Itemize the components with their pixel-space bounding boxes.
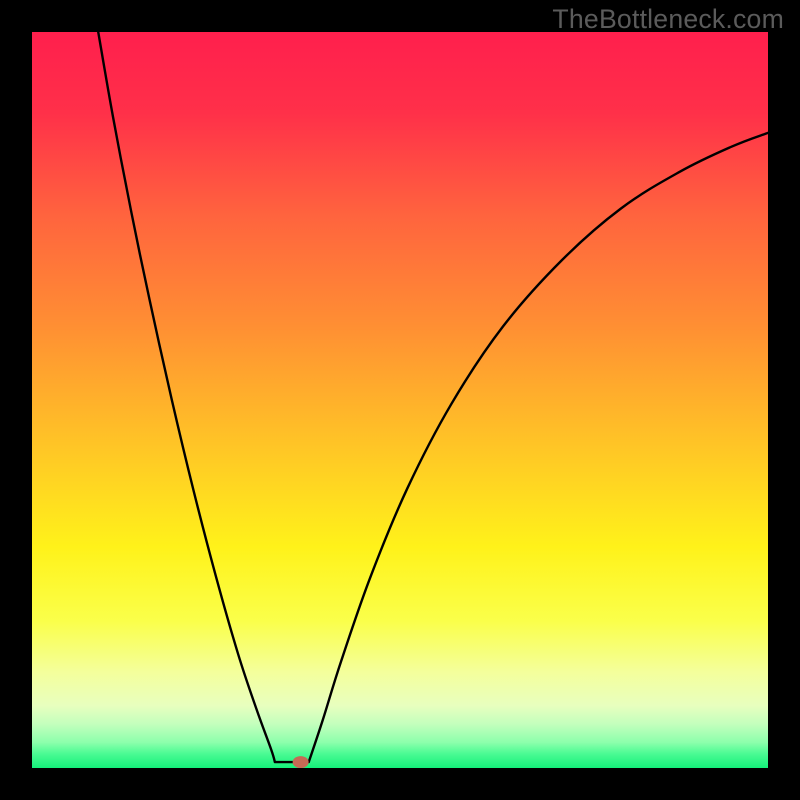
curve-svg — [32, 32, 768, 768]
plot-area — [32, 32, 768, 768]
watermark-text: TheBottleneck.com — [552, 4, 784, 35]
marker-dot — [293, 756, 309, 768]
bottleneck-curve — [98, 32, 768, 762]
